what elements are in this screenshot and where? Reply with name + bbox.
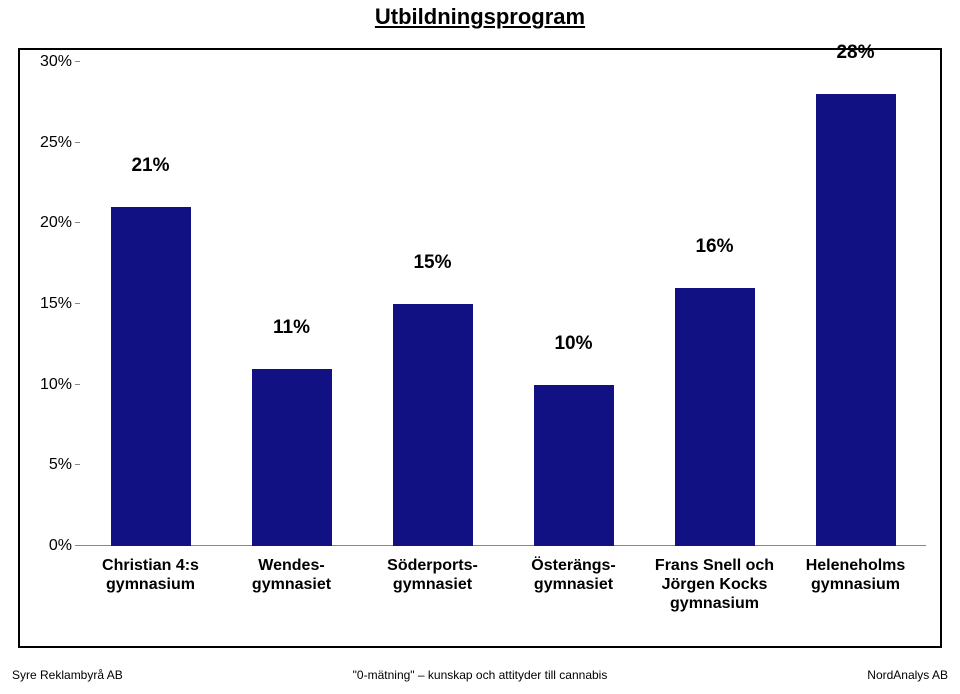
bar-value-label: 10% bbox=[503, 333, 644, 359]
y-tick-label: 10% bbox=[40, 376, 72, 394]
footer-right-text: NordAnalys AB bbox=[867, 668, 948, 682]
y-tick-label: 20% bbox=[40, 214, 72, 232]
bar-slot: 11% bbox=[221, 62, 362, 546]
footer: Syre Reklambyrå AB "0-mätning" – kunskap… bbox=[12, 668, 948, 688]
bar-slot: 10% bbox=[503, 62, 644, 546]
y-tick-label: 30% bbox=[40, 53, 72, 71]
category-label: Österängs-gymnasiet bbox=[503, 556, 644, 594]
footer-center-text: "0-mätning" – kunskap och attityder till… bbox=[12, 668, 948, 682]
y-tick-label: 0% bbox=[49, 537, 72, 555]
y-tick-label: 5% bbox=[49, 456, 72, 474]
bar bbox=[111, 207, 191, 546]
category-label: Heleneholmsgymnasium bbox=[785, 556, 926, 594]
bar bbox=[816, 94, 896, 546]
bar-slot: 21% bbox=[80, 62, 221, 546]
bar-slot: 16% bbox=[644, 62, 785, 546]
category-label: Wendes-gymnasiet bbox=[221, 556, 362, 594]
bar-value-label: 21% bbox=[80, 155, 221, 181]
page-title: Utbildningsprogram bbox=[0, 4, 960, 30]
page: Utbildningsprogram 0% 5% 10% 15% 20% 25% 30% 21… bbox=[0, 0, 960, 694]
bar-slot: 15% bbox=[362, 62, 503, 546]
y-tick-label: 15% bbox=[40, 295, 72, 313]
category-label: Frans Snell ochJörgen Kocksgymnasium bbox=[644, 556, 785, 614]
y-tick-label: 25% bbox=[40, 134, 72, 152]
category-label: Christian 4:sgymnasium bbox=[80, 556, 221, 594]
chart-plot: 0%5%10%15%20%25%30%21%11%15%10%16%28% bbox=[80, 62, 926, 546]
bar-value-label: 11% bbox=[221, 317, 362, 343]
bar-value-label: 28% bbox=[785, 42, 926, 68]
bar bbox=[393, 304, 473, 546]
bar bbox=[252, 369, 332, 546]
bar-value-label: 16% bbox=[644, 236, 785, 262]
bar-slot: 28% bbox=[785, 62, 926, 546]
bar-value-label: 15% bbox=[362, 252, 503, 278]
bar bbox=[534, 385, 614, 546]
category-label: Söderports-gymnasiet bbox=[362, 556, 503, 594]
chart-frame: 0% 5% 10% 15% 20% 25% 30% 21% 11% 15% 10% 16%28% Ch… bbox=[18, 48, 942, 648]
category-labels: Christian 4:sgymnasiumWendes-gymnasietSö… bbox=[80, 546, 926, 638]
bar bbox=[675, 288, 755, 546]
